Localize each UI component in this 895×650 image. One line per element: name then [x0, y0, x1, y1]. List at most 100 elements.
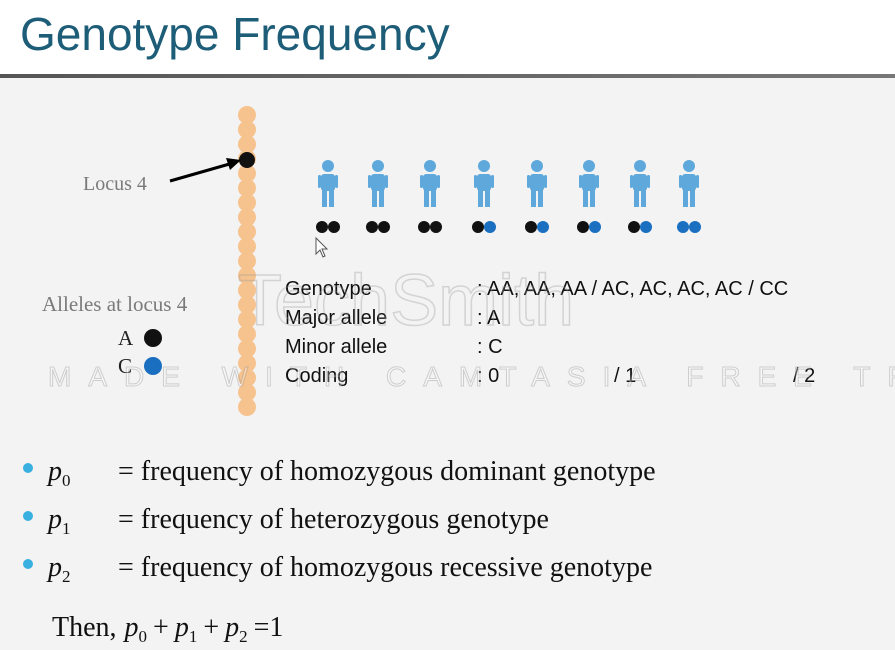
watermark: TechSmith MADE WITH CAMTASIA FREE TRIAL [48, 260, 895, 392]
torso [682, 174, 696, 191]
allele-dot [640, 221, 652, 233]
allele-dot [484, 221, 496, 233]
locus-label: Locus 4 [83, 173, 147, 195]
allele-a: A [118, 326, 134, 350]
arm [630, 175, 633, 188]
bullet-symbol: p1 [46, 504, 71, 538]
person [630, 160, 650, 207]
arm [318, 175, 321, 188]
subscript: 2 [62, 567, 71, 586]
arm [437, 175, 440, 188]
bead [238, 208, 256, 227]
bead [238, 325, 256, 343]
arm [491, 175, 494, 188]
bullet-text: = frequency of homozygous dominant genot… [118, 456, 656, 487]
bead [238, 120, 256, 139]
bullet-text: = frequency of homozygous recessive geno… [118, 552, 652, 583]
leg [322, 189, 327, 207]
symbol: p [46, 552, 62, 583]
bead [238, 164, 256, 183]
subscript: 1 [62, 519, 71, 538]
bullet [23, 463, 33, 473]
arm [527, 175, 530, 188]
person [474, 160, 494, 207]
bullet-text: = frequency of heterozygous genotype [118, 504, 549, 535]
person [368, 160, 388, 207]
bead [238, 179, 256, 197]
allele-dot [328, 221, 340, 233]
arm [385, 175, 388, 188]
leg [531, 189, 536, 207]
allele-dot [472, 221, 484, 233]
bead [238, 252, 256, 270]
head [478, 160, 490, 172]
head [424, 160, 436, 172]
chromosome [238, 106, 256, 416]
torso [582, 174, 596, 191]
leg [590, 189, 595, 207]
row-value: / 1 [614, 365, 636, 387]
arm [420, 175, 423, 188]
row-label: Major allele [285, 307, 387, 329]
bead [238, 398, 256, 416]
plus: + [203, 612, 219, 643]
symbol: p [123, 612, 139, 643]
bead [238, 281, 256, 300]
bead [238, 339, 256, 358]
bullet-symbol: p0 [46, 456, 71, 490]
arrow-head [226, 158, 241, 170]
symbol: p [46, 456, 62, 487]
head [683, 160, 695, 172]
person [318, 160, 338, 207]
row-value: : 0 [477, 365, 499, 387]
person [579, 160, 599, 207]
leg [690, 189, 695, 207]
torso [321, 174, 335, 191]
leg [329, 189, 334, 207]
torso [633, 174, 647, 191]
rhs: =1 [254, 612, 284, 643]
head [322, 160, 334, 172]
head [634, 160, 646, 172]
leg [634, 189, 639, 207]
allele-dot [316, 221, 328, 233]
arm [544, 175, 547, 188]
row-value: / 2 [793, 365, 815, 387]
bead [238, 266, 256, 285]
bead [238, 383, 256, 402]
bullet [23, 559, 33, 569]
allele-c-dot [144, 357, 162, 375]
allele-dot [689, 221, 701, 233]
locus-arrow [169, 161, 234, 183]
symbol: p [173, 612, 189, 643]
bead [238, 135, 256, 154]
allele-dot [366, 221, 378, 233]
head [531, 160, 543, 172]
bullet-list: p0 = frequency of homozygous dominant ge… [23, 456, 656, 646]
bead [238, 106, 256, 124]
row-value: : C [477, 336, 503, 358]
allele-dot [537, 221, 549, 233]
watermark-notice: MADE WITH CAMTASIA FREE TRIAL [48, 361, 895, 392]
individuals [315, 160, 701, 258]
bead [238, 295, 256, 314]
arm [368, 175, 371, 188]
arm [696, 175, 699, 188]
bead [238, 222, 256, 241]
torso [530, 174, 544, 191]
bead [238, 310, 256, 329]
leg [683, 189, 688, 207]
torso [423, 174, 437, 191]
allele-dot [378, 221, 390, 233]
row-label: Coding [285, 365, 348, 387]
bead [238, 237, 256, 256]
head [583, 160, 595, 172]
leg [431, 189, 436, 207]
row-value: : AA, AA, AA / AC, AC, AC, AC / CC [477, 278, 788, 300]
leg [478, 189, 483, 207]
bullet [23, 511, 33, 521]
leg [641, 189, 646, 207]
arm [579, 175, 582, 188]
person [679, 160, 699, 207]
